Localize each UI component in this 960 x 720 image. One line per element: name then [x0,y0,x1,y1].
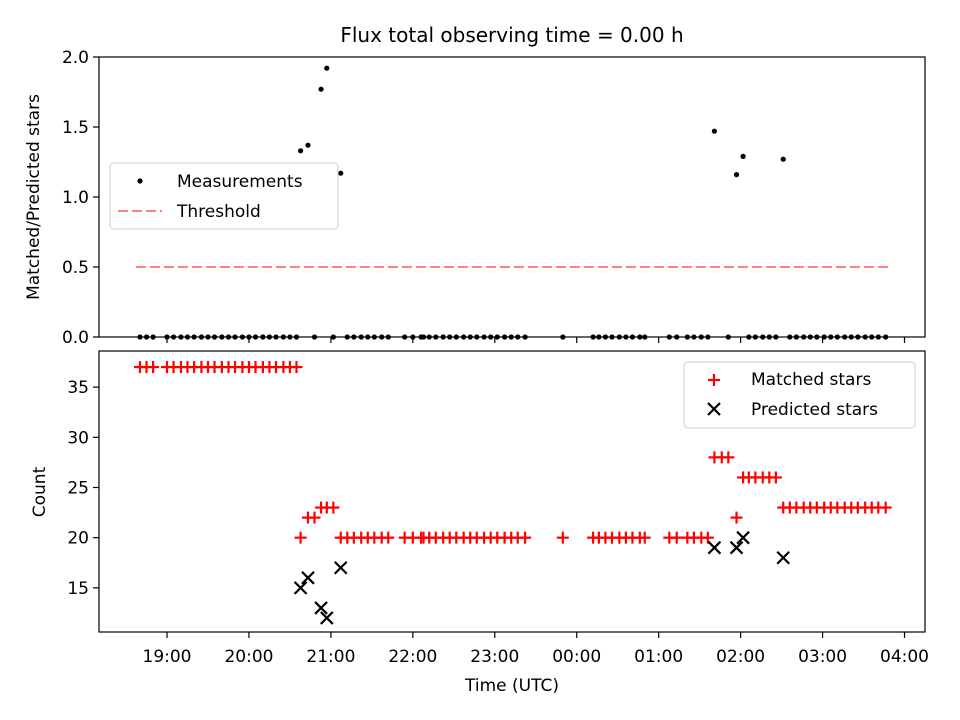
bottom-axes-frame [98,350,926,633]
matched-stars-point [147,361,160,374]
bottom-x-tick-label: 21:00 [306,647,355,667]
bottom-x-axis-label: Time (UTC) [464,676,559,696]
measurements-legend-marker [137,178,143,184]
matched-stars-legend-marker [708,374,720,386]
bottom-y-axis-label: Count [30,466,50,517]
top-legend-box [109,162,339,230]
bottom-legend: Matched stars Predicted stars [683,361,916,429]
bottom-x-tick-label: 19:00 [143,647,192,667]
bottom-x-tick-label: 22:00 [388,647,437,667]
bottom-legend-box [683,361,916,429]
top-panel: Flux total observing time = 0.00 h Match… [24,23,926,348]
measurement-point [305,142,311,148]
matched-stars-point [519,531,532,544]
measurement-point [740,153,746,159]
measurement-point [780,156,786,162]
predicted-stars-point [293,581,308,595]
matched-stars-point [638,531,651,544]
matched-stars-point [879,501,892,514]
top-y-tick-label: 0.0 [62,328,89,348]
predicted-stars-legend-label: Predicted stars [751,400,878,420]
predicted-stars-point [736,530,750,545]
predicted-stars-point [333,560,348,575]
matched-stars-point [670,531,683,544]
predicted-stars-point [729,540,744,555]
matched-stars-point [290,361,303,374]
measurement-point [318,86,324,92]
bottom-plot-area [133,361,892,625]
top-y-tick-label: 1.0 [62,188,89,208]
bottom-y-ticks: 15 20 25 30 35 [67,378,99,599]
bottom-x-tick-label: 01:00 [634,647,683,667]
measurement-point [733,172,740,178]
bottom-panel: Count Time (UTC) 15 20 25 30 35 19:00 20:00 21… [30,350,929,696]
bottom-y-tick-label: 15 [67,579,89,599]
matched-stars-point [308,511,321,524]
top-y-axis-label: Matched/Predicted stars [24,94,44,300]
top-y-tick-label: 2.0 [62,48,89,68]
predicted-stars-point [707,540,722,555]
matched-stars-point [556,531,569,544]
matched-stars-point [730,511,743,524]
top-title: Flux total observing time = 0.00 h [340,23,683,47]
measurement-point [297,148,304,154]
matched-stars-legend-label: Matched stars [751,370,871,390]
predicted-stars-point [314,601,328,615]
bottom-x-tick-label: 23:00 [470,647,519,667]
top-y-ticks: 0.0 0.5 1.0 1.5 2.0 [62,48,99,348]
bottom-x-ticks: 19:00 20:00 21:00 22:00 23:00 00:00 01:00 02:00… [143,632,929,667]
top-y-tick-label: 1.5 [62,118,89,138]
bottom-x-tick-label: 00:00 [552,647,601,667]
bottom-y-tick-label: 30 [67,428,89,448]
predicted-stars-point [320,611,334,625]
top-legend: Measurements Threshold [109,162,339,230]
matched-stars-point [769,471,782,484]
measurement-point [711,128,718,134]
predicted-stars-point [776,550,791,565]
matched-stars-point [722,451,735,464]
bottom-x-tick-label: 20:00 [224,647,273,667]
bottom-y-tick-label: 25 [67,478,89,498]
top-y-tick-label: 0.5 [62,258,89,278]
matched-stars-point [701,531,714,544]
matched-stars-point [382,531,395,544]
bottom-x-tick-label: 04:00 [880,647,929,667]
top-x-ticks [166,337,906,343]
measurements-legend-label: Measurements [177,172,303,192]
measurement-point [324,65,330,71]
matched-stars-point [294,531,307,544]
predicted-stars-point [301,571,315,585]
bottom-y-tick-label: 35 [67,378,89,398]
measurement-point [338,170,344,176]
predicted-stars-legend-marker [707,402,721,416]
matched-stars-point [327,501,340,514]
threshold-legend-label: Threshold [176,202,261,222]
bottom-y-tick-label: 20 [67,529,89,549]
bottom-x-tick-label: 03:00 [798,647,847,667]
bottom-x-tick-label: 02:00 [716,647,765,667]
